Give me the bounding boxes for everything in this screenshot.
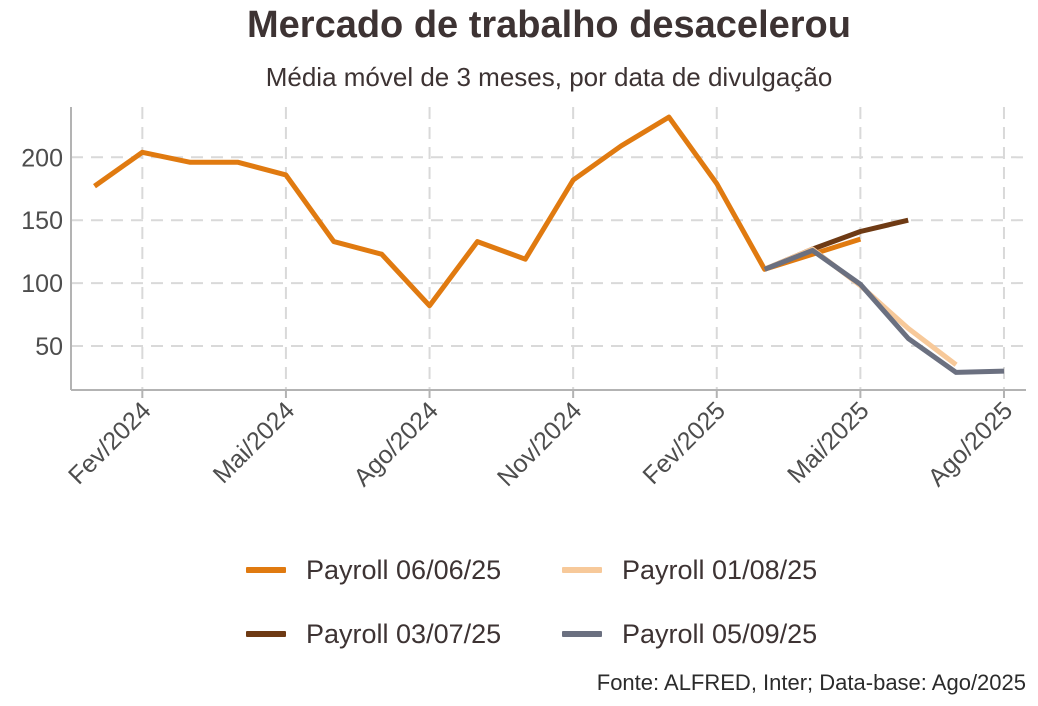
x-tick-label: Ago/2025 xyxy=(923,396,1018,491)
chart-title: Mercado de trabalho desacelerou xyxy=(247,4,851,46)
legend-item-payroll-0606: Payroll 06/06/25 xyxy=(246,548,501,592)
legend-item-payroll-0307: Payroll 03/07/25 xyxy=(246,612,501,656)
y-tick-label: 50 xyxy=(35,333,63,361)
series-line-3 xyxy=(763,247,1005,375)
x-tick-label: Fev/2024 xyxy=(63,396,157,490)
legend-item-payroll-0509: Payroll 05/09/25 xyxy=(562,612,817,656)
x-tick-label: Mai/2025 xyxy=(782,396,875,489)
legend-label: Payroll 05/09/25 xyxy=(622,618,818,649)
y-tick-label: 200 xyxy=(21,144,63,172)
legend-swatch xyxy=(562,631,602,637)
legend-item-payroll-0108: Payroll 01/08/25 xyxy=(562,548,817,592)
legend-swatch xyxy=(562,567,602,573)
series-line-0 xyxy=(93,114,862,309)
legend-swatch xyxy=(246,567,286,573)
x-tick-label: Fev/2025 xyxy=(637,396,731,490)
x-tick-label: Nov/2024 xyxy=(492,396,588,492)
legend-label: Payroll 03/07/25 xyxy=(306,618,502,649)
line-chart: 50 100 150 200 Fev/2024 Mai/2024 Ago/2024 Nov/2… xyxy=(21,107,1026,492)
legend-label: Payroll 06/06/25 xyxy=(306,554,502,585)
y-tick-label: 150 xyxy=(21,207,63,235)
chart-subtitle: Média móvel de 3 meses, por data de divu… xyxy=(265,62,833,92)
legend-label: Payroll 01/08/25 xyxy=(622,554,818,585)
source-note: Fonte: ALFRED, Inter; Data-base: Ago/202… xyxy=(596,670,1026,695)
y-tick-label: 100 xyxy=(21,270,63,298)
x-tick-label: Ago/2024 xyxy=(348,396,444,492)
legend-swatch xyxy=(246,631,286,637)
x-tick-label: Mai/2024 xyxy=(208,396,301,489)
